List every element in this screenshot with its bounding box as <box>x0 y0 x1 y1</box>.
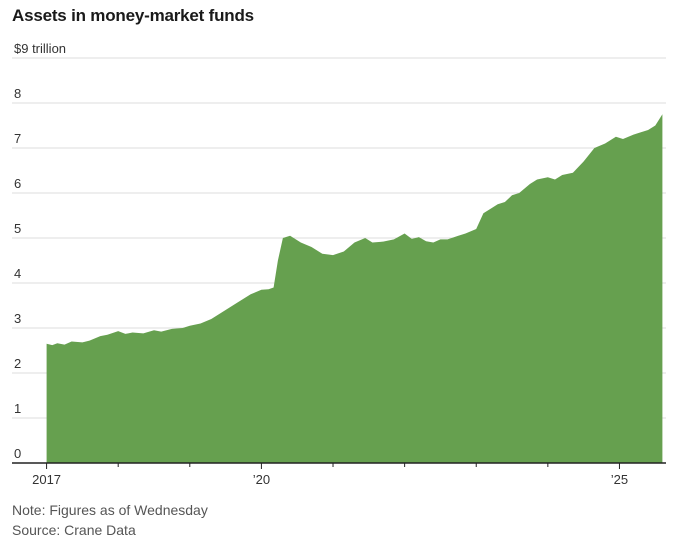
y-tick-label: 8 <box>14 86 21 101</box>
note-text: Note: Figures as of Wednesday <box>12 502 208 518</box>
chart-title: Assets in money-market funds <box>12 6 254 25</box>
y-tick-label: 2 <box>14 356 21 371</box>
y-tick-label: 0 <box>14 446 21 461</box>
x-tick-label: ’25 <box>611 472 628 487</box>
y-tick-label: 4 <box>14 266 21 281</box>
assets-area <box>46 114 663 464</box>
y-tick-label: 1 <box>14 401 21 416</box>
source-text: Source: Crane Data <box>12 522 136 538</box>
y-axis-top-label: $9 trillion <box>14 41 66 56</box>
x-axis-ticks: 2017 ’20 ’25 <box>32 463 628 487</box>
chart-notes: Note: Figures as of Wednesday Source: Cr… <box>12 500 208 540</box>
x-tick-label: 2017 <box>32 472 61 487</box>
y-tick-label: 7 <box>14 131 21 146</box>
y-tick-label: 5 <box>14 221 21 236</box>
y-tick-label: 6 <box>14 176 21 191</box>
y-axis-tick-labels: 0 1 2 3 4 5 6 7 8 <box>14 86 21 461</box>
y-tick-label: 3 <box>14 311 21 326</box>
x-tick-label: ’20 <box>253 472 270 487</box>
